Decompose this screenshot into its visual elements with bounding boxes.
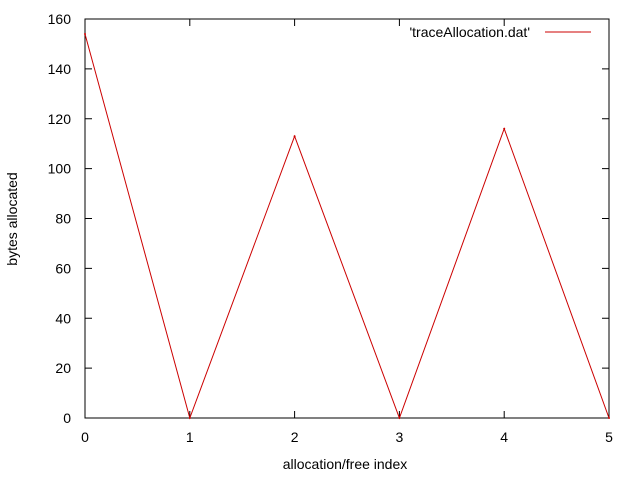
y-tick-label: 160 (48, 11, 72, 27)
data-point (293, 135, 296, 138)
y-tick-label: 120 (48, 111, 72, 127)
y-tick-label: 80 (55, 211, 71, 227)
x-tick-label: 4 (500, 429, 508, 445)
y-tick-label: 0 (63, 410, 71, 426)
y-axis-label: bytes allocated (4, 172, 20, 265)
x-tick-label: 3 (396, 429, 404, 445)
axis-ticks (84, 18, 610, 419)
x-tick-label: 2 (291, 429, 299, 445)
data-point (503, 127, 506, 130)
data-point (188, 417, 191, 419)
x-tick-label: 0 (81, 429, 89, 445)
data-point (608, 417, 610, 419)
x-axis-label: allocation/free index (283, 456, 408, 472)
axis-tick-labels: 0 1 2 3 4 5 0 20 40 60 80 100 120 140 160 (48, 11, 613, 445)
x-tick-label: 1 (186, 429, 194, 445)
y-tick-label: 140 (48, 61, 72, 77)
legend: 'traceAllocation.dat' (409, 24, 591, 40)
y-tick-label: 100 (48, 161, 72, 177)
x-tick-label: 5 (605, 429, 613, 445)
series-layer (84, 32, 610, 420)
y-tick-label: 20 (55, 360, 71, 376)
plot-frame (84, 18, 610, 419)
series-line (84, 33, 610, 420)
data-point (84, 32, 86, 35)
legend-label: 'traceAllocation.dat' (409, 24, 530, 40)
y-tick-label: 40 (55, 310, 71, 326)
y-tick-label: 60 (55, 260, 71, 276)
data-point (398, 417, 401, 419)
